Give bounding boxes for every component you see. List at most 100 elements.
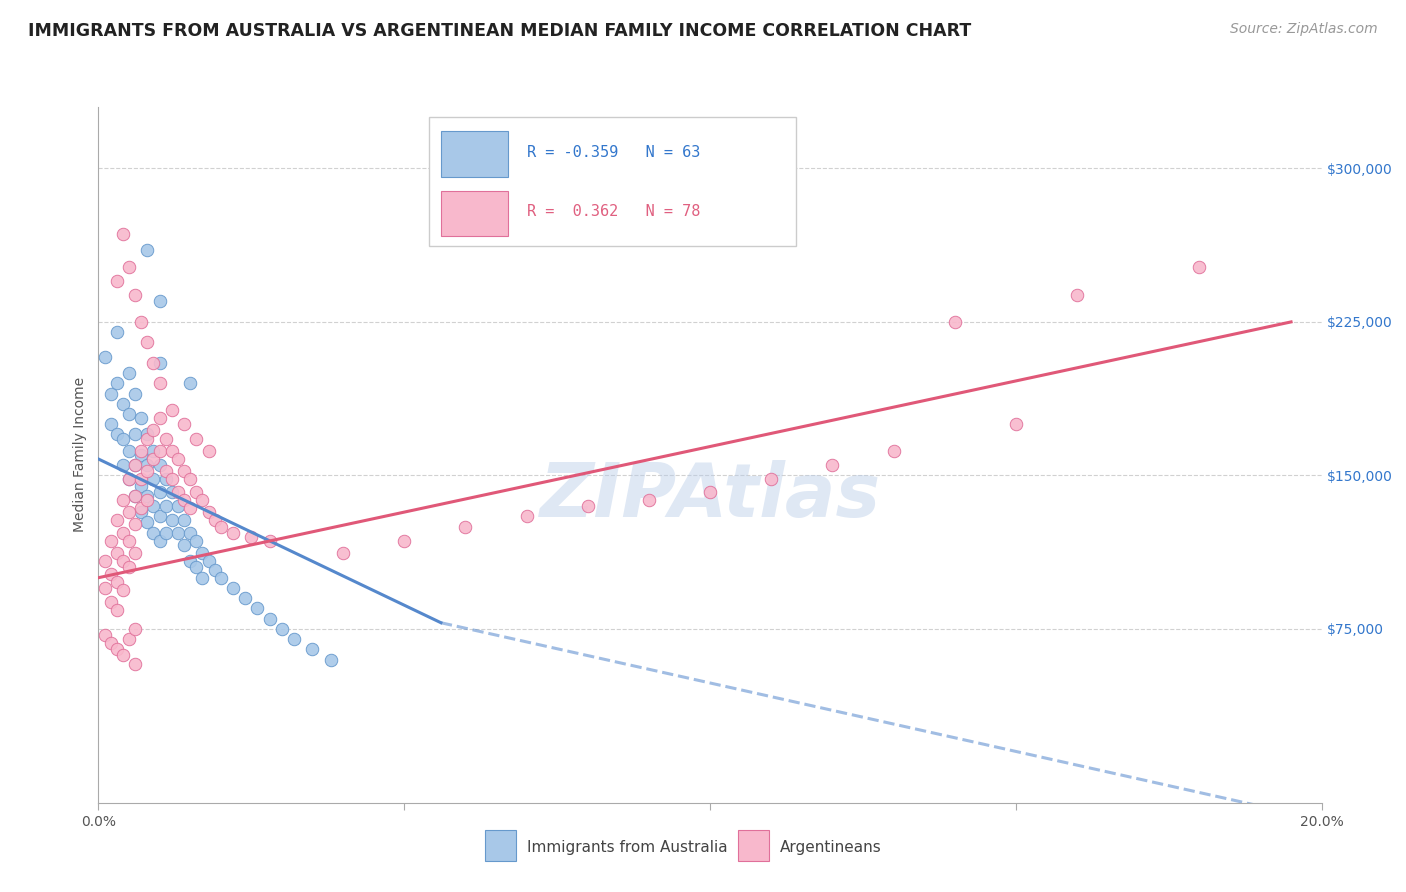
- Point: [124, 458, 146, 472]
- Point: [149, 458, 172, 472]
- Bar: [441, 191, 508, 235]
- Point: [191, 492, 214, 507]
- Point: [149, 294, 172, 309]
- Bar: [441, 131, 508, 177]
- Point: [124, 489, 146, 503]
- Point: [105, 546, 128, 560]
- Point: [301, 642, 323, 657]
- Point: [105, 642, 128, 657]
- Point: [111, 554, 134, 568]
- Point: [699, 484, 721, 499]
- Point: [240, 530, 263, 544]
- Point: [222, 581, 245, 595]
- Point: [222, 525, 245, 540]
- Point: [118, 560, 141, 574]
- Point: [155, 473, 177, 487]
- Point: [136, 432, 159, 446]
- Point: [167, 499, 190, 513]
- Point: [332, 546, 354, 560]
- Point: [100, 533, 122, 548]
- Point: [100, 566, 122, 581]
- Point: [149, 484, 172, 499]
- Point: [129, 448, 152, 462]
- Point: [173, 538, 195, 552]
- Point: [118, 366, 141, 380]
- Point: [118, 407, 141, 421]
- Point: [129, 411, 152, 425]
- Point: [270, 622, 292, 636]
- Point: [111, 397, 134, 411]
- Point: [129, 505, 152, 519]
- Point: [246, 601, 269, 615]
- Point: [637, 492, 661, 507]
- Point: [142, 423, 165, 437]
- Point: [259, 612, 281, 626]
- Point: [179, 473, 201, 487]
- Point: [111, 227, 134, 241]
- Point: [155, 464, 177, 478]
- Point: [142, 473, 165, 487]
- Point: [454, 519, 477, 533]
- Point: [111, 492, 134, 507]
- Point: [283, 632, 305, 646]
- Point: [186, 560, 208, 574]
- Point: [136, 458, 159, 472]
- Point: [142, 443, 165, 458]
- Point: [173, 464, 195, 478]
- Point: [167, 525, 190, 540]
- Point: [124, 288, 146, 302]
- Y-axis label: Median Family Income: Median Family Income: [73, 377, 87, 533]
- Point: [118, 473, 141, 487]
- Point: [160, 403, 183, 417]
- Point: [124, 657, 146, 671]
- Point: [149, 356, 172, 370]
- Point: [179, 554, 201, 568]
- Point: [111, 432, 134, 446]
- Point: [186, 432, 208, 446]
- Point: [149, 411, 172, 425]
- Point: [124, 386, 146, 401]
- Point: [136, 464, 159, 478]
- FancyBboxPatch shape: [429, 118, 796, 246]
- Point: [136, 244, 159, 258]
- Point: [197, 505, 219, 519]
- Point: [209, 571, 232, 585]
- Point: [142, 356, 165, 370]
- Point: [516, 509, 538, 524]
- Point: [160, 513, 183, 527]
- Point: [105, 574, 128, 589]
- Point: [124, 622, 146, 636]
- Point: [943, 315, 966, 329]
- Point: [136, 492, 159, 507]
- Point: [124, 458, 146, 472]
- Point: [124, 546, 146, 560]
- Point: [118, 533, 141, 548]
- Point: [149, 509, 172, 524]
- Point: [167, 452, 190, 467]
- Point: [93, 350, 115, 364]
- Point: [149, 443, 172, 458]
- Point: [100, 636, 122, 650]
- Point: [179, 376, 201, 391]
- Point: [1188, 260, 1211, 274]
- Point: [197, 554, 219, 568]
- Point: [129, 315, 152, 329]
- Point: [191, 546, 214, 560]
- Point: [155, 432, 177, 446]
- Point: [142, 452, 165, 467]
- Point: [233, 591, 256, 606]
- Point: [118, 260, 141, 274]
- Point: [105, 274, 128, 288]
- Text: Immigrants from Australia: Immigrants from Australia: [527, 840, 728, 855]
- Point: [1004, 417, 1026, 432]
- Point: [124, 489, 146, 503]
- Point: [191, 571, 214, 585]
- Point: [111, 458, 134, 472]
- Point: [136, 516, 159, 530]
- Point: [155, 525, 177, 540]
- Point: [173, 492, 195, 507]
- Point: [105, 603, 128, 617]
- Point: [160, 443, 183, 458]
- Point: [142, 499, 165, 513]
- Point: [759, 473, 782, 487]
